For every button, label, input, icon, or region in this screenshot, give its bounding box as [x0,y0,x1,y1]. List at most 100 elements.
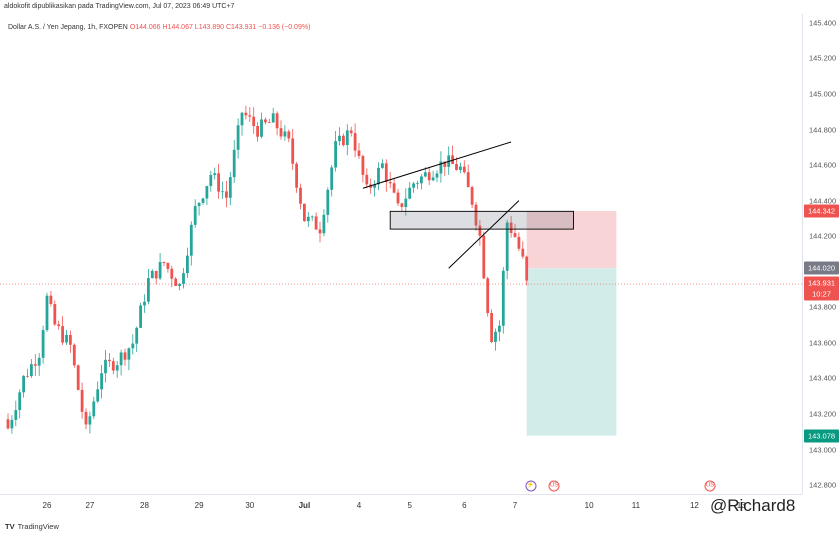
candle-body [104,359,107,374]
candle-body [392,183,396,193]
ohlc-values: O144.066 H144.067 L143.890 C143.931 −0.1… [129,24,311,31]
candle-body [326,189,330,215]
upper-trendline [362,141,512,189]
price-tick-label: 144.400 [809,196,837,206]
price-axis[interactable]: 145.400 145.200 145.000 144.800 144.600 144.4… [802,14,840,494]
candle-body [236,125,240,150]
price-tick-label: 142.800 [809,480,837,490]
candle-body [10,419,14,429]
candle-body [143,301,146,306]
lower-trendline [448,200,520,269]
candle-body [178,284,181,287]
candle-body [53,304,57,325]
candle-body [80,389,84,412]
candle-body [154,270,158,279]
candle-body [213,173,217,175]
candle-body [439,161,443,174]
stop-loss-zone [526,210,617,269]
candle-body [228,177,232,198]
candle-body [451,155,454,164]
time-tick-label: 6 [462,501,467,510]
candle-body [314,216,318,230]
time-tick-label: 26 [42,501,52,510]
candle-body [435,173,439,178]
candle-body [244,112,248,116]
candle-body [158,262,162,279]
candle-body [365,174,369,185]
candle-body [65,334,68,343]
candle-body [217,173,220,192]
time-tick-label: 4 [356,501,362,510]
symbol-title: Dollar A.S. / Yen Jepang, 1h, FXOPEN [8,24,128,31]
candle-body [334,141,337,168]
author-watermark: @Richard8 [710,496,796,515]
candle-body [459,166,462,170]
time-tick-label: 30 [245,501,255,510]
candle-body [267,122,271,124]
candle-body [381,163,384,168]
price-tick-label: 145.400 [809,18,837,28]
bar-countdown-tag: 10:27 [804,287,839,301]
price-tick-label: 144.200 [809,231,837,241]
us-flag-event-icon[interactable]: US [548,480,560,492]
candle-body [33,364,37,366]
candle-body [423,172,427,177]
candle-body [470,187,474,205]
dividend-event-icon[interactable]: ⚡ [525,480,537,492]
time-axis[interactable]: 26 27 28 29 30 Jul 4 5 6 7 10 11 12 13 [0,494,802,515]
candle-body [127,348,131,360]
candle-body [115,365,119,371]
candle-body [264,119,267,123]
candle-body [400,203,404,207]
candle-body [303,203,306,222]
chart-drawings [362,141,574,269]
candle-body [221,191,224,193]
candle-body [256,126,259,137]
time-tick-label: 13 [736,501,746,510]
candle-body [69,334,72,345]
candle-body [61,326,64,343]
candle-body [404,198,408,207]
candle-body [252,116,256,127]
candle-body [377,167,380,185]
candle-body [209,174,213,187]
candle-body [295,163,298,188]
symbol-legend[interactable]: Dollar A.S. / Yen Jepang, 1h, FXOPEN O14… [8,24,310,31]
candle-body [412,183,415,188]
candlestick-series [6,105,529,434]
time-tick-label: 7 [512,501,518,510]
candle-body [22,375,25,393]
candle-body [225,191,228,198]
candle-body [201,198,205,203]
entry-price-tag: 144.020 [804,261,839,275]
candle-body [283,131,287,137]
candle-body [384,163,388,182]
candle-body [147,278,150,302]
candle-body [197,202,201,207]
tradingview-logo[interactable]: TV TradingView [5,522,59,531]
price-chart[interactable] [0,14,802,494]
price-tick-label: 144.600 [809,160,837,170]
candle-body [193,206,197,225]
candle-body [490,313,493,342]
candle-body [174,278,178,287]
us-flag-event-icon[interactable]: US [704,480,716,492]
candle-body [396,192,400,204]
candle-body [45,295,49,331]
candle-body [373,184,376,188]
candle-body [482,235,486,279]
candle-body [166,262,170,269]
candle-body [462,166,466,173]
stop-price-tag: 144.342 [804,204,839,218]
candle-body [275,113,279,129]
candle-body [306,216,310,222]
candle-body [162,262,166,263]
time-tick-label: 5 [407,501,412,510]
candle-body [408,187,412,199]
candle-body [111,361,115,371]
candle-body [345,130,349,146]
candle-body [131,343,135,349]
candle-body [498,325,501,332]
take-profit-zone [526,268,617,436]
candle-body [76,365,80,390]
